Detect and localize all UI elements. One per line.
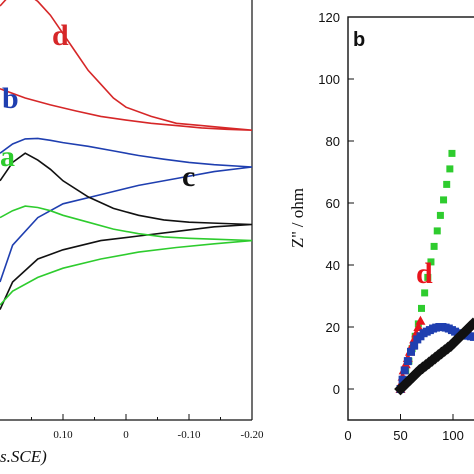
panel-b-nyquist-plot: b 0 20 40 60 80 100 120 0 50 100 Z'' / ohm d bbox=[288, 10, 474, 443]
panel-b-y-axis-title: Z'' / ohm bbox=[288, 188, 307, 248]
panel-a-curve-a bbox=[0, 205, 253, 306]
panel-b-point-a bbox=[430, 242, 438, 250]
panel-b-plot-area bbox=[394, 149, 474, 396]
panel-a-label-d: d bbox=[52, 19, 69, 52]
panel-b-point-a bbox=[448, 149, 456, 157]
panel-a-label-c: c bbox=[182, 160, 195, 193]
panel-b-point-a bbox=[443, 180, 451, 188]
panel-b-point-a bbox=[421, 289, 429, 297]
panel-a-x-tick-label: 0.10 bbox=[53, 429, 73, 441]
panel-b-label-d: d bbox=[416, 257, 433, 290]
panel-b-point-a bbox=[433, 227, 441, 235]
panel-b-y-tick-label: 60 bbox=[326, 196, 340, 211]
panel-b-y-tick-label: 20 bbox=[326, 320, 340, 335]
panel-b-y-tick-label: 40 bbox=[326, 258, 340, 273]
panel-b-x-tick-label: 0 bbox=[344, 428, 351, 443]
panel-b-point-c bbox=[466, 317, 474, 331]
panel-b-y-tick-label: 100 bbox=[318, 72, 340, 87]
panel-b-point-d bbox=[415, 315, 426, 325]
panel-b-point-a bbox=[418, 304, 425, 312]
panel-b-point-a bbox=[427, 258, 435, 266]
panel-b-point-b bbox=[398, 375, 407, 384]
panel-b-point-b bbox=[410, 341, 419, 350]
panel-a-x-tick-label: -0.10 bbox=[178, 429, 201, 441]
panel-b-point-a bbox=[436, 211, 444, 219]
panel-b-y-tick-label: 80 bbox=[326, 134, 340, 149]
panel-b-point-a bbox=[424, 273, 432, 281]
panel-b-point-a bbox=[446, 165, 454, 173]
panel-a-label-b: b bbox=[2, 82, 19, 115]
panel-b-y-tick-label: 0 bbox=[333, 382, 340, 397]
panel-b-frame bbox=[347, 16, 474, 421]
panel-b-point-b bbox=[407, 347, 415, 356]
panel-a-cyclic-voltammogram: 0.10 0 -0.10 -0.20 s.SCE) db c a bbox=[0, 0, 264, 466]
panel-a-curve-b bbox=[0, 137, 253, 283]
panel-a-x-axis-title: s.SCE) bbox=[0, 447, 47, 466]
panel-b-point-d bbox=[413, 322, 424, 331]
panel-a-label-a: a bbox=[0, 140, 15, 173]
panel-b-point-a bbox=[440, 196, 448, 204]
panel-b-point-b bbox=[403, 357, 412, 366]
panel-b-x-tick-label: 100 bbox=[442, 428, 464, 443]
panel-a-curve-d bbox=[0, 0, 253, 131]
panel-b-x-tick-label: 50 bbox=[393, 428, 407, 443]
panel-a-curve-c bbox=[0, 152, 253, 310]
panel-b-point-b bbox=[470, 332, 474, 341]
panel-b-label: b bbox=[353, 29, 365, 51]
panel-a-x-tick-label: 0 bbox=[123, 429, 129, 441]
panel-b-point-b bbox=[400, 366, 409, 375]
panel-a-x-tick-label: -0.20 bbox=[241, 429, 264, 441]
panel-b-y-tick-label: 120 bbox=[318, 10, 340, 25]
